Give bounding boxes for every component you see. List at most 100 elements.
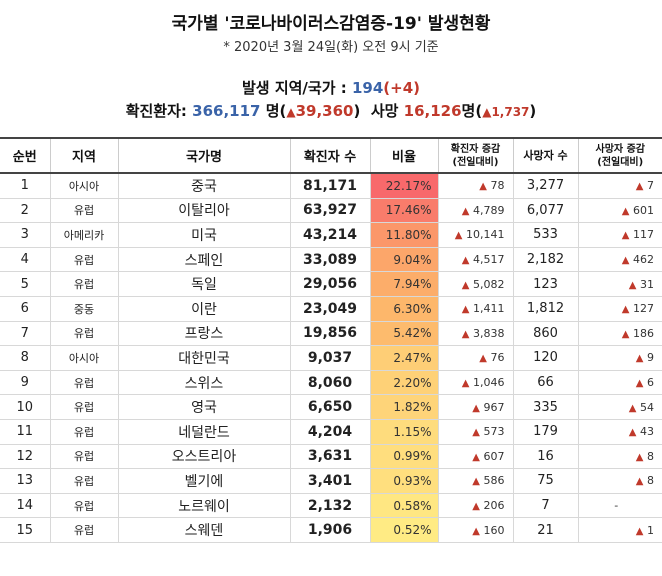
region-cell: 유럽 bbox=[49, 517, 118, 543]
deaths-inc-cell: ▲ 7 bbox=[577, 173, 662, 199]
deaths-inc-cell: ▲ 462 bbox=[577, 247, 662, 273]
confirmed-inc-cell: ▲ 4,789 bbox=[437, 198, 513, 224]
up-triangle-icon: ▲ bbox=[461, 304, 470, 316]
deaths-cell: 860 bbox=[512, 321, 578, 347]
country-cell: 대한민국 bbox=[117, 345, 290, 371]
deaths-cell: 2,182 bbox=[512, 247, 578, 273]
region-cell: 유럽 bbox=[49, 419, 118, 445]
country-cell: 프랑스 bbox=[117, 321, 290, 347]
ratio-cell: 2.20% bbox=[369, 370, 438, 396]
col-country: 국가명 bbox=[117, 137, 290, 174]
deaths-cell: 3,277 bbox=[512, 173, 578, 199]
deaths-cell: 21 bbox=[512, 517, 578, 543]
rank-cell: 15 bbox=[0, 517, 50, 543]
region-cell: 유럽 bbox=[49, 271, 118, 297]
table-row: 7 유럽 프랑스 19,856 5.42% ▲ 3,838 860 ▲ 186 bbox=[0, 321, 662, 347]
deaths-cell: 179 bbox=[512, 419, 578, 445]
regions-summary: 발생 지역/국가 : 194(+4) bbox=[0, 77, 662, 98]
region-cell: 유럽 bbox=[49, 493, 118, 519]
confirmed-cell: 29,056 bbox=[289, 271, 370, 297]
rank-cell: 11 bbox=[0, 419, 50, 445]
country-cell: 노르웨이 bbox=[117, 493, 290, 519]
confirmed-inc-cell: ▲ 573 bbox=[437, 419, 513, 445]
up-triangle-icon: ▲ bbox=[461, 279, 470, 291]
deaths-cell: 16 bbox=[512, 444, 578, 470]
death-label: 사망 bbox=[370, 102, 399, 120]
confirmed-inc-cell: ▲ 4,517 bbox=[437, 247, 513, 273]
ratio-cell: 0.52% bbox=[369, 517, 438, 543]
confirmed-inc-cell: ▲ 967 bbox=[437, 394, 513, 420]
table-row: 5 유럽 독일 29,056 7.94% ▲ 5,082 123 ▲ 31 bbox=[0, 271, 662, 297]
up-triangle-icon: ▲ bbox=[635, 181, 644, 193]
table-row: 10 유럽 영국 6,650 1.82% ▲ 967 335 ▲ 54 bbox=[0, 394, 662, 420]
table-row: 12 유럽 오스트리아 3,631 0.99% ▲ 607 16 ▲ 8 bbox=[0, 444, 662, 470]
deaths-inc-cell: ▲ 8 bbox=[577, 444, 662, 470]
deaths-inc-cell: ▲ 127 bbox=[577, 296, 662, 322]
up-triangle-icon: ▲ bbox=[635, 525, 644, 537]
rank-cell: 7 bbox=[0, 321, 50, 347]
rank-cell: 2 bbox=[0, 198, 50, 224]
country-cell: 미국 bbox=[117, 222, 290, 248]
deaths-cell: 533 bbox=[512, 222, 578, 248]
ratio-cell: 6.30% bbox=[369, 296, 438, 322]
up-triangle-icon: ▲ bbox=[472, 525, 480, 537]
deaths-inc-cell: ▲ 54 bbox=[577, 394, 662, 420]
region-cell: 유럽 bbox=[49, 247, 118, 273]
country-cell: 독일 bbox=[117, 271, 290, 297]
deaths-cell: 335 bbox=[512, 394, 578, 420]
col-region: 지역 bbox=[49, 137, 118, 174]
confirmed-inc-cell: ▲ 586 bbox=[437, 468, 513, 494]
country-cell: 이란 bbox=[117, 296, 290, 322]
ratio-cell: 17.46% bbox=[369, 198, 438, 224]
country-cell: 오스트리아 bbox=[117, 444, 290, 470]
col-deaths-inc: 사망자 증감 (전일대비) bbox=[577, 137, 662, 174]
region-cell: 아시아 bbox=[49, 345, 118, 371]
up-triangle-icon: ▲ bbox=[461, 378, 470, 390]
deaths-cell: 66 bbox=[512, 370, 578, 396]
table-row: 8 아시아 대한민국 9,037 2.47% ▲ 76 120 ▲ 9 bbox=[0, 345, 662, 371]
up-triangle-icon: ▲ bbox=[472, 476, 480, 488]
confirmed-inc-cell: ▲ 3,838 bbox=[437, 321, 513, 347]
region-cell: 아메리카 bbox=[49, 222, 118, 248]
country-stats-table: 순번 지역 국가명 확진자 수 비율 확진자 증감 (전일대비) 사망자 수 사망… bbox=[0, 137, 662, 543]
ratio-cell: 0.58% bbox=[369, 493, 438, 519]
confirmed-cell: 9,037 bbox=[289, 345, 370, 371]
table-row: 11 유럽 네덜란드 4,204 1.15% ▲ 573 179 ▲ 43 bbox=[0, 419, 662, 445]
up-triangle-icon: ▲ bbox=[635, 378, 644, 390]
up-triangle-icon: ▲ bbox=[628, 279, 637, 291]
region-cell: 유럽 bbox=[49, 321, 118, 347]
deaths-cell: 75 bbox=[512, 468, 578, 494]
regions-value: 194 bbox=[351, 79, 384, 97]
col-confirmed-inc: 확진자 증감 (전일대비) bbox=[437, 137, 513, 174]
rank-cell: 6 bbox=[0, 296, 50, 322]
reference-date: * 2020년 3월 24일(화) 오전 9시 기준 bbox=[223, 40, 439, 55]
confirmed-cell: 19,856 bbox=[289, 321, 370, 347]
deaths-inc-cell: ▲ 117 bbox=[577, 222, 662, 248]
confirmed-cell: 2,132 bbox=[289, 493, 370, 519]
up-triangle-icon: ▲ bbox=[472, 451, 480, 463]
confirmed-inc-cell: ▲ 607 bbox=[437, 444, 513, 470]
confirmed-unit: 명 bbox=[265, 102, 280, 120]
confirmed-inc-cell: ▲ 10,141 bbox=[437, 222, 513, 248]
deaths-inc-cell: ▲ 1 bbox=[577, 517, 662, 543]
report-header: 국가별 '코로나바이러스감염증-19' 발생현황 * 2020년 3월 24일(… bbox=[0, 0, 662, 133]
table-row: 1 아시아 중국 81,171 22.17% ▲ 78 3,277 ▲ 7 bbox=[0, 173, 662, 199]
death-value: 16,126 bbox=[403, 102, 462, 120]
ratio-cell: 0.93% bbox=[369, 468, 438, 494]
confirmed-cell: 8,060 bbox=[289, 370, 370, 396]
ratio-cell: 5.42% bbox=[369, 321, 438, 347]
rank-cell: 9 bbox=[0, 370, 50, 396]
deaths-inc-cell: ▲ 43 bbox=[577, 419, 662, 445]
deaths-cell: 7 bbox=[512, 493, 578, 519]
confirmed-inc-cell: ▲ 76 bbox=[437, 345, 513, 371]
confirmed-cell: 23,049 bbox=[289, 296, 370, 322]
table-row: 6 중동 이란 23,049 6.30% ▲ 1,411 1,812 ▲ 127 bbox=[0, 296, 662, 322]
up-triangle-icon: ▲ bbox=[621, 304, 630, 316]
up-triangle-icon: ▲ bbox=[628, 427, 637, 439]
table-row: 9 유럽 스위스 8,060 2.20% ▲ 1,046 66 ▲ 6 bbox=[0, 370, 662, 396]
rank-cell: 4 bbox=[0, 247, 50, 273]
up-triangle-icon: ▲ bbox=[479, 181, 487, 193]
deaths-cell: 120 bbox=[512, 345, 578, 371]
confirmed-inc-cell: ▲ 206 bbox=[437, 493, 513, 519]
up-triangle-icon: ▲ bbox=[461, 205, 470, 217]
